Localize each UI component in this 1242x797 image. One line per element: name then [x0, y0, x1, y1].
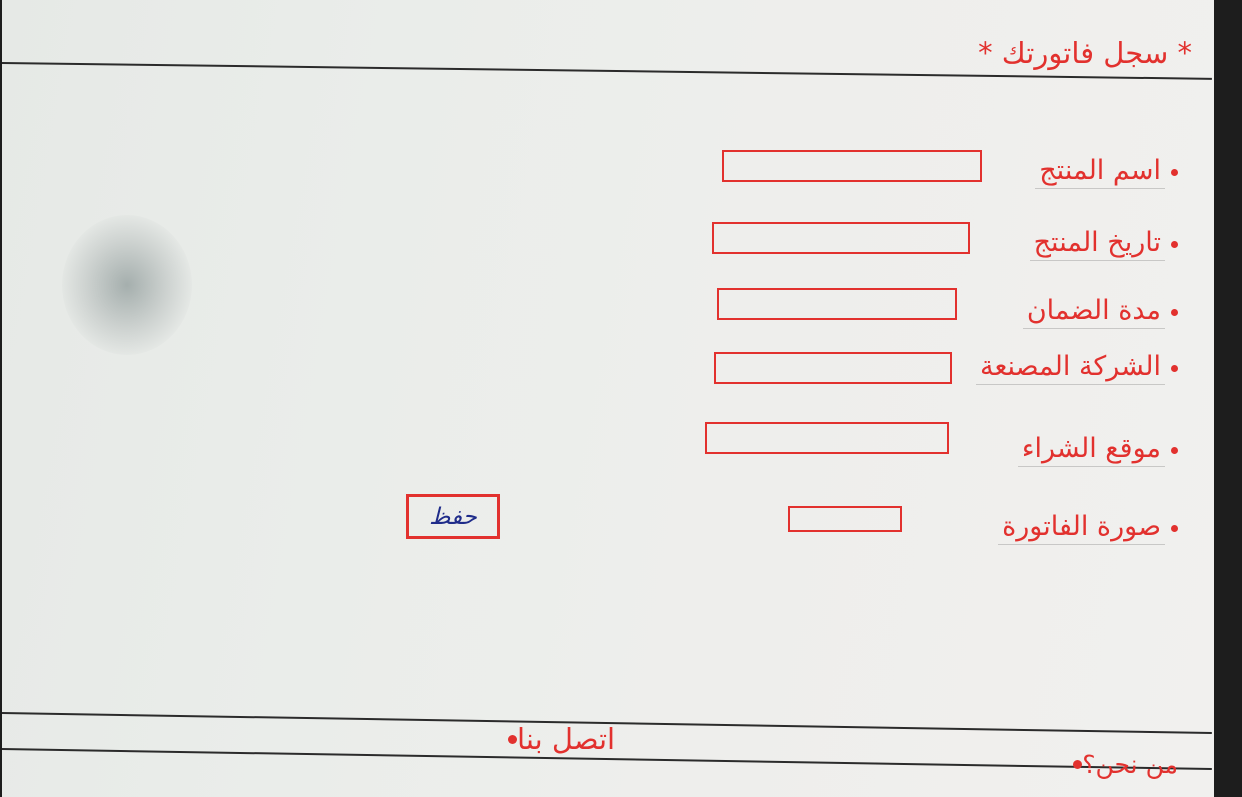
form-row-product-date: تاريخ المنتج — [1029, 222, 1178, 266]
bullet-icon — [1171, 308, 1178, 316]
product-date-input[interactable] — [712, 222, 970, 254]
field-label-product-name: اسم المنتج — [1035, 155, 1165, 189]
bullet-icon — [508, 734, 517, 744]
form-row-product-name: اسم المنتج — [1035, 150, 1178, 194]
bullet-icon — [1171, 446, 1178, 454]
field-label-manufacturer: الشركة المصنعة — [975, 351, 1165, 385]
save-button[interactable]: حفظ — [406, 494, 500, 539]
form-row-invoice-image: صورة الفاتورة — [998, 506, 1178, 550]
warranty-period-input[interactable] — [717, 288, 957, 320]
form-row-warranty-period: مدة الضمان — [1022, 290, 1178, 334]
contact-us-label: اتصل بنا — [517, 722, 616, 756]
purchase-location-input[interactable] — [705, 422, 949, 454]
bullet-icon — [1171, 240, 1178, 248]
paper-sketch: * سجل فاتورتك * اسم المنتج تاريخ المنتج … — [2, 0, 1214, 797]
form-row-manufacturer: الشركة المصنعة — [975, 346, 1178, 390]
field-label-product-date: تاريخ المنتج — [1029, 227, 1165, 261]
field-label-warranty-period: مدة الضمان — [1022, 295, 1165, 329]
bullet-icon — [1073, 760, 1083, 769]
bullet-icon — [1171, 168, 1178, 176]
contact-us-link[interactable]: اتصل بنا — [500, 722, 615, 756]
paper-smudge — [62, 215, 192, 355]
field-label-purchase-location: موقع الشراء — [1017, 433, 1165, 467]
about-us-label: من نحن؟ — [1082, 750, 1178, 779]
invoice-image-input[interactable] — [788, 506, 902, 532]
bullet-icon — [1171, 524, 1178, 532]
manufacturer-input[interactable] — [714, 352, 952, 384]
about-us-link[interactable]: من نحن؟ — [1065, 750, 1178, 779]
form-row-purchase-location: موقع الشراء — [1017, 428, 1178, 472]
page-title: * سجل فاتورتك * — [978, 36, 1192, 70]
field-label-invoice-image: صورة الفاتورة — [998, 511, 1165, 545]
product-name-input[interactable] — [722, 150, 982, 182]
bullet-icon — [1171, 364, 1178, 372]
